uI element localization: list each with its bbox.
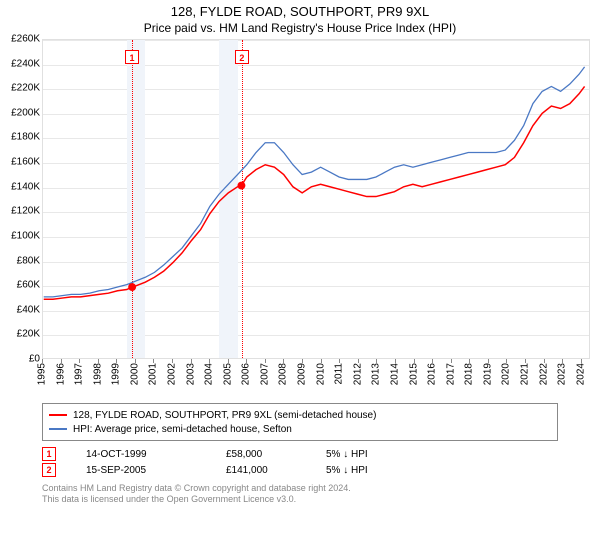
sale-date: 14-OCT-1999 <box>86 449 196 460</box>
y-tick-label: £140K <box>11 181 40 192</box>
y-tick-label: £220K <box>11 83 40 94</box>
y-axis: £0£20K£40K£60K£80K£100K£120K£140K£160K£1… <box>0 39 42 399</box>
sale-marker-dot <box>128 283 136 291</box>
chart-title: 128, FYLDE ROAD, SOUTHPORT, PR9 9XL <box>0 0 600 19</box>
sale-row: 1 14-OCT-1999 £58,000 5% ↓ HPI <box>42 447 558 461</box>
x-tick-label: 2011 <box>334 363 345 385</box>
x-tick-label: 2023 <box>557 363 568 385</box>
y-tick-label: £60K <box>17 280 40 291</box>
x-tick-label: 2004 <box>204 363 215 385</box>
x-axis: 1995199619971998199920002001200220032004… <box>42 361 590 399</box>
x-tick-label: 2005 <box>222 363 233 385</box>
y-tick-label: £160K <box>11 157 40 168</box>
series-line <box>44 67 585 297</box>
legend-item: 128, FYLDE ROAD, SOUTHPORT, PR9 9XL (sem… <box>49 408 551 422</box>
y-tick-label: £120K <box>11 206 40 217</box>
x-tick-label: 2016 <box>427 363 438 385</box>
x-tick-label: 2008 <box>278 363 289 385</box>
x-tick-label: 1999 <box>111 363 122 385</box>
x-tick-label: 2022 <box>538 363 549 385</box>
y-tick-label: £80K <box>17 255 40 266</box>
x-tick-label: 2009 <box>297 363 308 385</box>
sale-row: 2 15-SEP-2005 £141,000 5% ↓ HPI <box>42 463 558 477</box>
x-tick-label: 2018 <box>464 363 475 385</box>
x-tick-label: 2015 <box>408 363 419 385</box>
legend-swatch <box>49 428 67 430</box>
sale-pct-vs-hpi: 5% ↓ HPI <box>326 449 368 460</box>
y-tick-label: £20K <box>17 329 40 340</box>
x-tick-label: 2013 <box>371 363 382 385</box>
legend-label: HPI: Average price, semi-detached house,… <box>73 424 292 435</box>
sale-marker-number: 2 <box>42 463 56 477</box>
plot: 12 <box>42 39 590 359</box>
x-tick-label: 2021 <box>519 363 530 385</box>
x-tick-label: 2024 <box>575 363 586 385</box>
sale-marker-dot <box>237 182 245 190</box>
footer-line-2: This data is licensed under the Open Gov… <box>42 494 558 505</box>
x-tick-label: 2010 <box>315 363 326 385</box>
x-tick-label: 2007 <box>259 363 270 385</box>
x-tick-label: 1995 <box>37 363 48 385</box>
legend-swatch <box>49 414 67 416</box>
x-tick-label: 2012 <box>352 363 363 385</box>
y-tick-label: £100K <box>11 230 40 241</box>
chart-svg <box>43 40 589 358</box>
x-tick-label: 1998 <box>92 363 103 385</box>
x-tick-label: 2003 <box>185 363 196 385</box>
x-tick-label: 2019 <box>482 363 493 385</box>
sale-marker-number: 1 <box>42 447 56 461</box>
x-tick-label: 2017 <box>445 363 456 385</box>
sale-price: £58,000 <box>226 449 296 460</box>
y-tick-label: £240K <box>11 58 40 69</box>
x-tick-label: 1996 <box>55 363 66 385</box>
legend: 128, FYLDE ROAD, SOUTHPORT, PR9 9XL (sem… <box>42 403 558 441</box>
y-tick-label: £40K <box>17 304 40 315</box>
plot-area: £0£20K£40K£60K£80K£100K£120K£140K£160K£1… <box>0 39 600 399</box>
y-tick-label: £180K <box>11 132 40 143</box>
x-tick-label: 2006 <box>241 363 252 385</box>
x-tick-label: 1997 <box>74 363 85 385</box>
x-tick-label: 2002 <box>167 363 178 385</box>
sale-price: £141,000 <box>226 465 296 476</box>
sale-rows: 1 14-OCT-1999 £58,000 5% ↓ HPI 2 15-SEP-2005 £… <box>0 447 600 477</box>
x-tick-label: 2001 <box>148 363 159 385</box>
y-tick-label: £200K <box>11 107 40 118</box>
y-tick-label: £260K <box>11 34 40 45</box>
sale-pct-vs-hpi: 5% ↓ HPI <box>326 465 368 476</box>
x-tick-label: 2014 <box>389 363 400 385</box>
x-tick-label: 2020 <box>501 363 512 385</box>
chart-subtitle: Price paid vs. HM Land Registry's House … <box>0 19 600 39</box>
footer: Contains HM Land Registry data © Crown c… <box>42 483 558 505</box>
x-tick-label: 2000 <box>129 363 140 385</box>
legend-item: HPI: Average price, semi-detached house,… <box>49 422 551 436</box>
sale-date: 15-SEP-2005 <box>86 465 196 476</box>
series-line <box>44 86 585 299</box>
footer-line-1: Contains HM Land Registry data © Crown c… <box>42 483 558 494</box>
legend-label: 128, FYLDE ROAD, SOUTHPORT, PR9 9XL (sem… <box>73 410 376 421</box>
